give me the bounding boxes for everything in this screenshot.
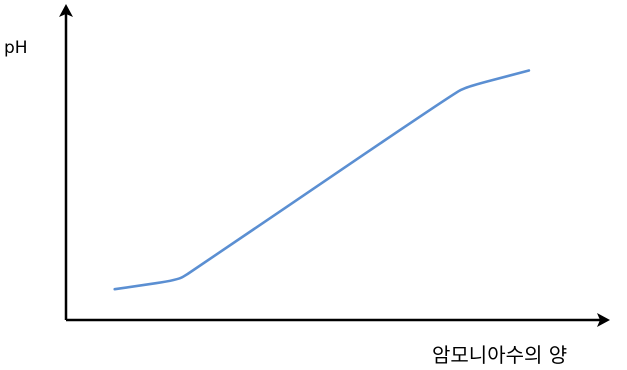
series-group [113,69,531,291]
x-axis-arrow-icon [597,313,610,327]
y-axis-label: pH [4,38,28,58]
x-axis-label: 암모니아수의 양 [432,343,567,367]
y-axis-arrow-icon [59,4,73,17]
x-axis [66,313,610,327]
y-axis [59,4,73,320]
series-line-0 [113,69,531,291]
